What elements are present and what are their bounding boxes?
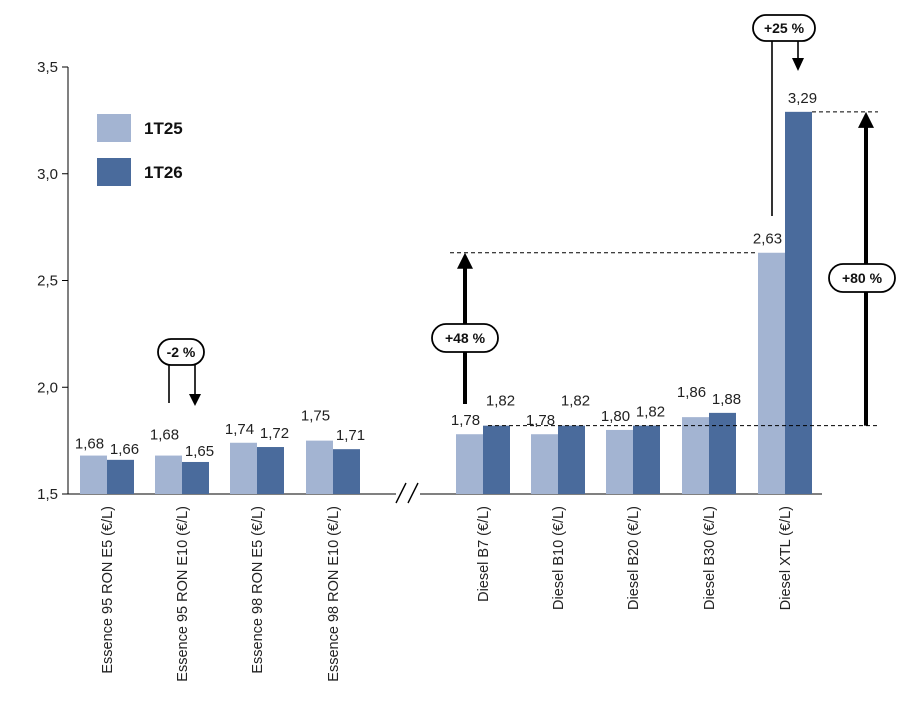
bar-1T26-6 xyxy=(558,425,585,494)
bar-1T25-8 xyxy=(682,417,709,494)
value-label-1T26-7: 1,82 xyxy=(636,404,665,421)
category-label-5: Diesel B7 (€/L) xyxy=(476,506,492,602)
change-arrowhead xyxy=(189,394,201,406)
category-label-9: Diesel XTL (€/L) xyxy=(778,506,794,610)
category-label-2: Essence 95 RON E10 (€/L) xyxy=(175,506,191,682)
bar-1T25-7 xyxy=(606,429,633,494)
value-label-1T25-8: 1,86 xyxy=(677,384,706,401)
value-label-1T25-4: 1,75 xyxy=(301,408,330,425)
legend-swatch-1T25 xyxy=(97,114,131,142)
category-label-1: Essence 95 RON E5 (€/L) xyxy=(100,506,116,674)
axis-break-mark xyxy=(407,482,419,504)
annotation-minus-2-text: -2 % xyxy=(167,344,196,360)
value-label-1T25-7: 1,80 xyxy=(601,408,630,425)
legend: 1T25 1T26 xyxy=(97,114,183,186)
y-tick-label: 2,0 xyxy=(37,379,58,396)
bars xyxy=(80,111,812,495)
value-label-1T26-4: 1,71 xyxy=(336,427,365,444)
legend-label-1T25: 1T25 xyxy=(144,119,183,138)
value-label-1T25-6: 1,78 xyxy=(526,412,555,429)
value-label-1T26-8: 1,88 xyxy=(712,391,741,408)
legend-label-1T26: 1T26 xyxy=(144,163,183,182)
category-labels: Essence 95 RON E5 (€/L) Essence 95 RON E1… xyxy=(100,506,794,682)
value-labels: 1,68 1,68 1,74 1,75 1,78 1,78 1,80 1,86 2,63 1,66… xyxy=(75,90,817,460)
bar-1T25-1 xyxy=(80,455,107,494)
annotation-minus-2-badge xyxy=(157,338,205,366)
bar-1T26-8 xyxy=(709,412,736,494)
bar-1T26-7 xyxy=(633,425,660,494)
annotations: -2 % +25 % +48 % +80 % xyxy=(157,14,896,427)
bar-1T25-2 xyxy=(155,455,182,494)
category-label-3: Essence 98 RON E5 (€/L) xyxy=(250,506,266,674)
category-label-8: Diesel B30 (€/L) xyxy=(702,506,718,610)
bar-1T26-9 xyxy=(785,111,812,495)
bar-1T26-3 xyxy=(257,447,284,494)
bar-1T26-5 xyxy=(483,425,510,494)
y-tick-label: 3,5 xyxy=(37,59,58,76)
bar-1T26-2 xyxy=(182,461,209,494)
gap-arrowhead xyxy=(858,111,874,128)
annotation-plus-25-badge xyxy=(752,14,816,42)
bar-1T25-5 xyxy=(456,434,483,494)
bar-1T26-1 xyxy=(107,459,134,494)
annotation-plus-25-text: +25 % xyxy=(764,20,805,36)
bar-1T25-4 xyxy=(306,440,333,494)
annotation-plus-80-badge xyxy=(828,263,896,293)
bar-1T25-3 xyxy=(230,442,257,494)
y-tick-label: 3,0 xyxy=(37,166,58,183)
annotation-plus-48-badge xyxy=(431,323,499,353)
value-label-1T26-5: 1,82 xyxy=(486,393,515,410)
annotation-plus-80-text: +80 % xyxy=(842,270,883,286)
bar-1T26-4 xyxy=(333,449,360,494)
category-label-6: Diesel B10 (€/L) xyxy=(551,506,567,610)
value-label-1T26-6: 1,82 xyxy=(561,393,590,410)
value-label-1T25-1: 1,68 xyxy=(75,436,104,453)
category-label-4: Essence 98 RON E10 (€/L) xyxy=(326,506,342,682)
value-label-1T26-3: 1,72 xyxy=(260,425,289,442)
y-tick-label: 1,5 xyxy=(37,486,58,503)
bar-1T25-6 xyxy=(531,434,558,494)
value-label-1T26-9: 3,29 xyxy=(788,90,817,107)
value-label-1T25-2: 1,68 xyxy=(150,427,179,444)
legend-swatch-1T26 xyxy=(97,158,131,186)
value-label-1T25-9: 2,63 xyxy=(753,231,782,248)
value-label-1T25-3: 1,74 xyxy=(225,421,254,438)
y-tick-label: 2,5 xyxy=(37,273,58,290)
gap-arrowhead xyxy=(457,252,473,269)
bar-1T25-9 xyxy=(758,252,785,494)
y-axis: 1,5 2,0 2,5 3,0 3,5 xyxy=(37,59,69,503)
change-arrowhead xyxy=(792,58,804,71)
annotation-plus-48-text: +48 % xyxy=(445,330,486,346)
value-label-1T26-2: 1,65 xyxy=(185,443,214,460)
value-label-1T25-5: 1,78 xyxy=(451,412,480,429)
value-label-1T26-1: 1,66 xyxy=(110,441,139,458)
axis-break-mark xyxy=(395,482,407,504)
category-label-7: Diesel B20 (€/L) xyxy=(626,506,642,610)
